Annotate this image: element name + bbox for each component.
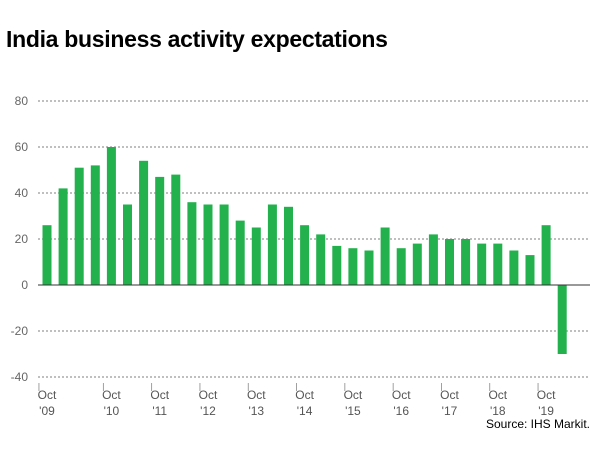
x-tick-label-month: Oct xyxy=(247,388,266,402)
bar xyxy=(541,225,551,285)
x-tick-label-month: Oct xyxy=(38,388,57,402)
y-tick-label: -40 xyxy=(11,370,29,384)
bar xyxy=(219,204,229,285)
bar xyxy=(493,243,503,285)
x-tick-label-year: '12 xyxy=(200,404,216,418)
bar xyxy=(396,248,406,285)
bar xyxy=(412,243,422,285)
x-tick-label-year: '10 xyxy=(104,404,120,418)
bar xyxy=(267,204,277,285)
x-tick-label-year: '14 xyxy=(297,404,313,418)
bar xyxy=(139,160,149,285)
bar xyxy=(428,234,438,285)
x-tick-label-year: '17 xyxy=(442,404,458,418)
bar xyxy=(123,204,132,285)
y-tick-label: 80 xyxy=(15,94,29,108)
x-tick-label-year: '09 xyxy=(39,404,55,418)
bar xyxy=(300,225,310,285)
bar xyxy=(461,239,471,285)
bar xyxy=(171,174,181,285)
y-tick-label: -20 xyxy=(11,324,29,338)
y-tick-label: 60 xyxy=(15,140,29,154)
bar xyxy=(58,188,68,285)
x-tick-label-month: Oct xyxy=(150,388,169,402)
x-tick-label-month: Oct xyxy=(440,388,459,402)
x-tick-label-year: '11 xyxy=(152,404,167,418)
bar xyxy=(251,227,261,285)
source-note: Source: IHS Markit. xyxy=(485,417,590,431)
x-tick-label-month: Oct xyxy=(295,388,314,402)
x-tick-label-year: '13 xyxy=(248,404,264,418)
bar xyxy=(380,227,390,285)
bar xyxy=(348,248,358,285)
bar xyxy=(364,250,374,285)
y-tick-label: 0 xyxy=(21,278,28,292)
bar xyxy=(316,234,326,285)
chart-title: India business activity expectations xyxy=(6,26,388,52)
bar xyxy=(332,245,342,285)
bar xyxy=(509,250,519,285)
bar xyxy=(203,204,213,285)
bar xyxy=(74,167,84,285)
bar xyxy=(235,220,245,285)
y-tick-label: 20 xyxy=(15,232,29,246)
bar xyxy=(557,285,567,354)
bar xyxy=(445,239,454,285)
x-tick-label-month: Oct xyxy=(199,388,218,402)
x-tick-label-month: Oct xyxy=(537,388,556,402)
bar xyxy=(284,206,293,285)
bar xyxy=(155,176,165,285)
bar xyxy=(42,225,52,285)
x-tick-label-year: '19 xyxy=(538,404,554,418)
x-tick-label-year: '16 xyxy=(393,404,409,418)
x-tick-label-year: '15 xyxy=(345,404,361,418)
x-tick-label-year: '18 xyxy=(490,404,506,418)
x-tick-label-month: Oct xyxy=(392,388,411,402)
y-tick-label: 40 xyxy=(15,186,29,200)
x-tick-label-month: Oct xyxy=(488,388,507,402)
bar xyxy=(106,147,116,285)
bar xyxy=(525,255,535,285)
bar xyxy=(187,202,197,285)
bar xyxy=(90,165,100,285)
x-tick-label-month: Oct xyxy=(102,388,121,402)
bar xyxy=(477,243,487,285)
x-tick-label-month: Oct xyxy=(344,388,363,402)
